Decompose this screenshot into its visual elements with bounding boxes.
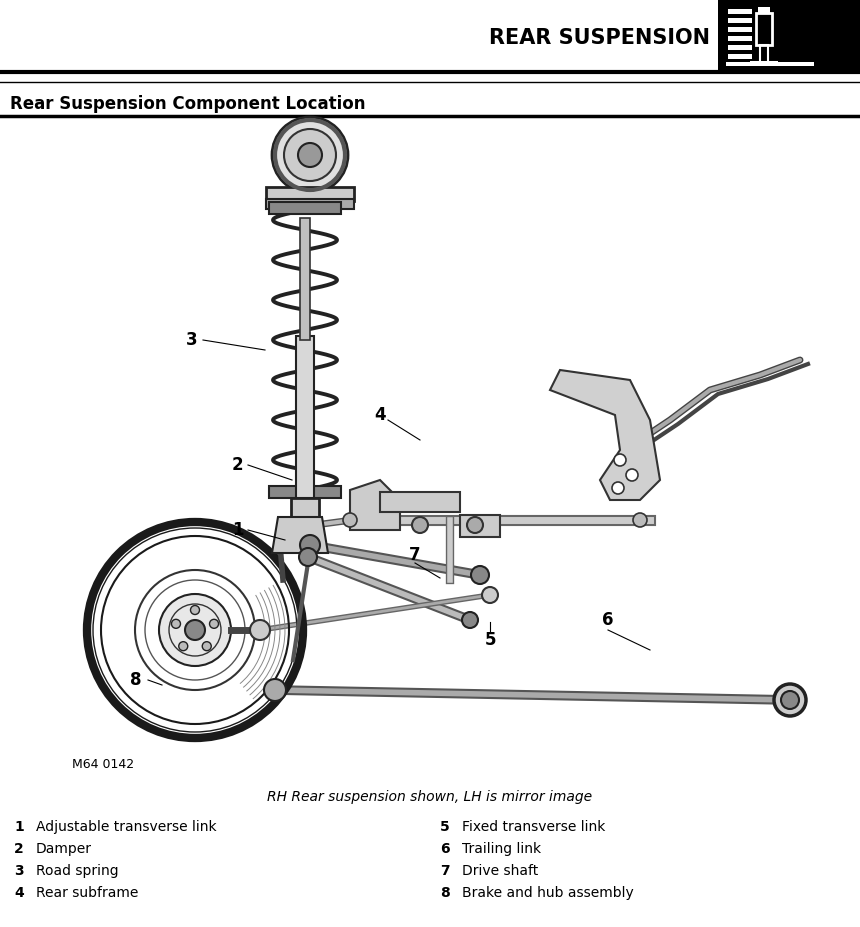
Text: 2: 2 <box>14 842 24 856</box>
Bar <box>728 23 752 27</box>
Text: Rear Suspension Component Location: Rear Suspension Component Location <box>10 95 366 113</box>
Circle shape <box>191 605 200 615</box>
Text: 5: 5 <box>484 631 495 649</box>
Polygon shape <box>350 480 400 530</box>
Text: Brake and hub assembly: Brake and hub assembly <box>462 886 634 900</box>
Text: 6: 6 <box>602 611 614 629</box>
Circle shape <box>462 612 478 628</box>
Bar <box>269 202 341 214</box>
Circle shape <box>467 517 483 533</box>
Bar <box>460 515 500 537</box>
Text: 8: 8 <box>440 886 450 900</box>
Text: REAR SUSPENSION: REAR SUSPENSION <box>489 28 710 48</box>
Bar <box>726 62 814 66</box>
Circle shape <box>343 513 357 527</box>
Text: 4: 4 <box>374 406 386 424</box>
Text: Fixed transverse link: Fixed transverse link <box>462 820 605 834</box>
Circle shape <box>774 684 806 716</box>
Text: 4: 4 <box>14 886 24 900</box>
Circle shape <box>299 548 317 566</box>
Text: Rear subframe: Rear subframe <box>36 886 138 900</box>
Bar <box>728 54 752 59</box>
Bar <box>296 336 314 498</box>
Circle shape <box>202 641 212 651</box>
Circle shape <box>264 679 286 701</box>
Text: 3: 3 <box>186 331 198 349</box>
Text: 1: 1 <box>14 820 24 834</box>
Text: 3: 3 <box>14 864 23 878</box>
Bar <box>728 14 752 18</box>
Text: 6: 6 <box>440 842 450 856</box>
Circle shape <box>633 513 647 527</box>
Text: 1: 1 <box>232 521 243 539</box>
Bar <box>728 27 752 32</box>
Text: 7: 7 <box>440 864 450 878</box>
Circle shape <box>179 641 187 651</box>
Text: 2: 2 <box>231 456 243 474</box>
Bar <box>728 18 752 23</box>
Circle shape <box>171 619 181 629</box>
Circle shape <box>482 587 498 603</box>
Bar <box>380 492 460 512</box>
Circle shape <box>612 482 624 494</box>
Circle shape <box>272 117 348 193</box>
Bar <box>300 218 310 339</box>
Polygon shape <box>272 517 328 553</box>
Text: Damper: Damper <box>36 842 92 856</box>
Bar <box>291 498 319 538</box>
Bar <box>728 32 752 36</box>
Circle shape <box>300 535 320 555</box>
Bar <box>728 50 752 54</box>
Bar <box>728 36 752 41</box>
Circle shape <box>781 691 799 709</box>
Bar <box>728 9 752 14</box>
Text: Adjustable transverse link: Adjustable transverse link <box>36 820 217 834</box>
Text: Trailing link: Trailing link <box>462 842 541 856</box>
Text: 5: 5 <box>440 820 450 834</box>
Bar <box>760 45 768 63</box>
Text: M64 0142: M64 0142 <box>72 758 134 771</box>
Circle shape <box>412 517 428 533</box>
Bar <box>750 61 778 65</box>
Text: RH Rear suspension shown, LH is mirror image: RH Rear suspension shown, LH is mirror i… <box>267 790 593 804</box>
Bar <box>718 0 860 72</box>
Circle shape <box>614 454 626 466</box>
Text: Drive shaft: Drive shaft <box>462 864 538 878</box>
Circle shape <box>210 619 218 629</box>
Bar <box>728 45 752 50</box>
Bar <box>266 187 354 201</box>
Circle shape <box>471 566 489 584</box>
Bar <box>756 13 772 45</box>
Bar <box>266 199 354 209</box>
Circle shape <box>284 129 336 181</box>
Text: 7: 7 <box>409 546 421 564</box>
Circle shape <box>626 469 638 481</box>
Text: Road spring: Road spring <box>36 864 119 878</box>
Circle shape <box>185 620 205 640</box>
Circle shape <box>298 143 322 167</box>
Text: 8: 8 <box>130 671 142 689</box>
Circle shape <box>250 620 270 640</box>
Circle shape <box>159 594 231 666</box>
Polygon shape <box>550 370 660 500</box>
Bar <box>269 486 341 498</box>
Bar <box>728 41 752 45</box>
Bar <box>758 7 770 13</box>
